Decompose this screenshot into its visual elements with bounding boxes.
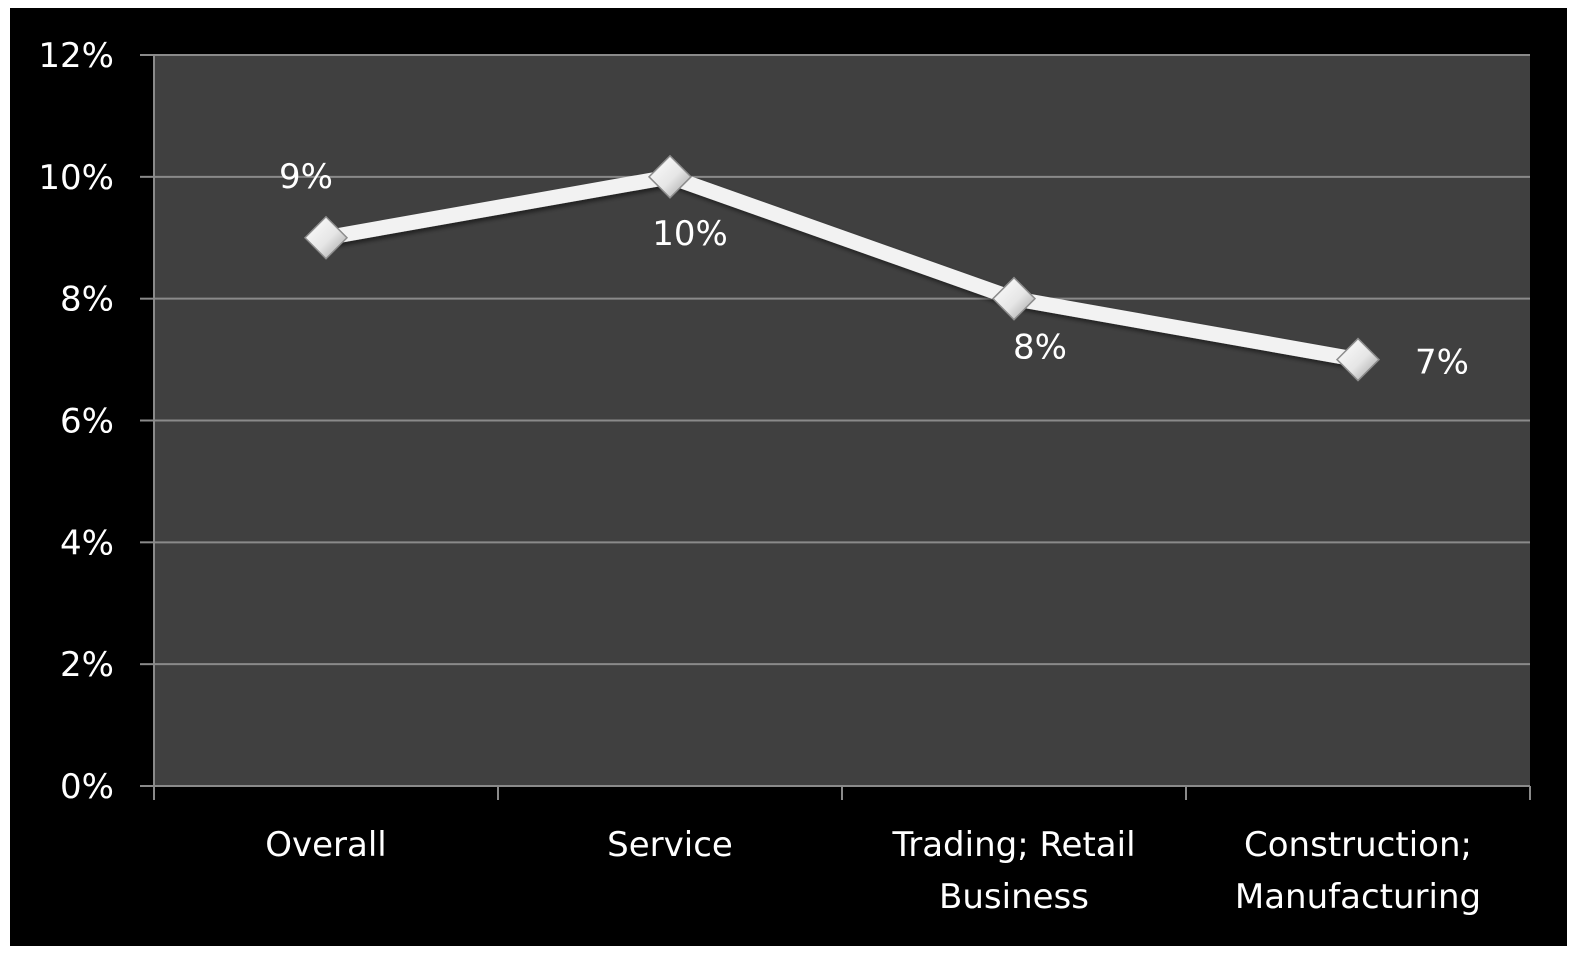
x-axis-category-label: Service [607,825,733,865]
data-point-marker [647,154,693,199]
y-axis-tick-label: 0% [60,767,114,807]
y-axis-tick-label: 12% [38,36,114,76]
y-axis-tick-label: 2% [60,645,114,685]
y-axis-tick-label: 4% [60,523,114,563]
x-axis-category-label: Construction; Manufacturing [1235,825,1481,917]
data-point-marker [1335,337,1381,382]
y-axis-tick-label: 6% [60,402,114,442]
data-label: 8% [1013,328,1067,368]
data-labels: 9% 10% 8% 7% [279,157,1469,383]
y-axis-tick-label: 8% [60,280,114,320]
x-axis-category-label: Overall [265,825,387,865]
data-label: 7% [1415,343,1469,383]
x-axis-category-label: Trading; Retail Business [891,825,1135,917]
series-line-path [318,169,1366,368]
axes [153,55,1531,800]
x-axis-category-labels: Overall Service Trading; Retail Business Con… [265,825,1481,917]
data-point-marker [991,276,1037,321]
data-point-marker [303,215,349,260]
data-label: 9% [279,157,333,197]
data-label: 10% [652,214,728,254]
series-markers [303,154,1381,382]
y-axis-tick-labels: 0% 2% 4% 6% 8% 10% 12% [38,36,114,807]
y-axis-tick-label: 10% [38,158,114,198]
series-line [318,169,1366,368]
